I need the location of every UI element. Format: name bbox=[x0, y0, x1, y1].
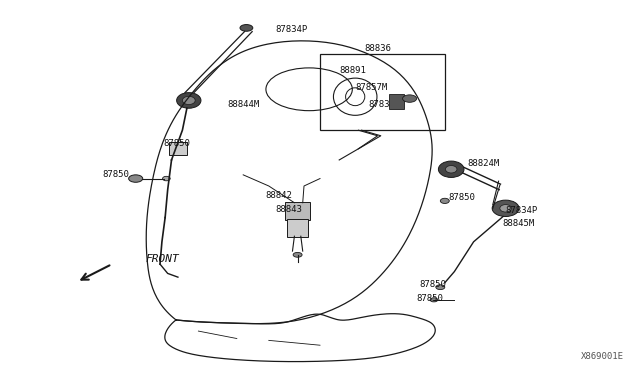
Text: 88844M: 88844M bbox=[227, 100, 259, 109]
Ellipse shape bbox=[445, 166, 457, 173]
Text: 88836: 88836 bbox=[365, 44, 392, 53]
FancyBboxPatch shape bbox=[285, 202, 310, 220]
Text: FRONT: FRONT bbox=[146, 254, 180, 263]
Text: 88845M: 88845M bbox=[502, 219, 534, 228]
Text: 88891: 88891 bbox=[339, 66, 366, 75]
Bar bbox=[320, 54, 445, 130]
Text: 87850: 87850 bbox=[416, 294, 443, 303]
Text: 87850: 87850 bbox=[163, 139, 190, 148]
Text: 87850: 87850 bbox=[448, 193, 475, 202]
FancyBboxPatch shape bbox=[287, 219, 308, 237]
Ellipse shape bbox=[182, 96, 195, 105]
Text: 87857M: 87857M bbox=[355, 83, 387, 92]
Text: 87834P: 87834P bbox=[506, 206, 538, 215]
Ellipse shape bbox=[240, 25, 253, 31]
Ellipse shape bbox=[438, 161, 464, 177]
Ellipse shape bbox=[440, 198, 449, 203]
Text: 88824M: 88824M bbox=[467, 159, 499, 168]
Ellipse shape bbox=[500, 205, 511, 212]
Text: 87850: 87850 bbox=[419, 280, 446, 289]
Ellipse shape bbox=[436, 285, 445, 289]
Ellipse shape bbox=[177, 93, 201, 108]
Ellipse shape bbox=[163, 176, 170, 181]
Ellipse shape bbox=[129, 175, 143, 182]
Text: 87850: 87850 bbox=[102, 170, 129, 179]
Text: X869001E: X869001E bbox=[581, 352, 624, 361]
Ellipse shape bbox=[492, 200, 519, 217]
Text: 88843: 88843 bbox=[275, 205, 302, 214]
Text: 88842: 88842 bbox=[266, 191, 292, 200]
Ellipse shape bbox=[293, 252, 302, 257]
FancyBboxPatch shape bbox=[389, 94, 404, 109]
Ellipse shape bbox=[430, 298, 438, 302]
Text: 87834P: 87834P bbox=[275, 25, 307, 34]
Ellipse shape bbox=[403, 95, 417, 102]
FancyBboxPatch shape bbox=[169, 142, 187, 155]
Text: 87834P: 87834P bbox=[368, 100, 400, 109]
